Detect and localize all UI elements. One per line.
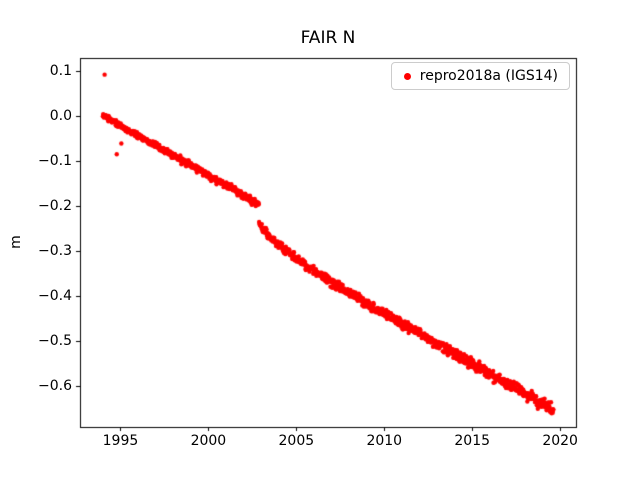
y-tick-label: 0.0 <box>49 107 72 124</box>
x-tick-label: 2000 <box>190 433 227 449</box>
y-tick-label: −0.1 <box>38 152 72 169</box>
y-tick-label: −0.2 <box>38 197 72 214</box>
y-tick-label: −0.5 <box>38 332 72 349</box>
x-tick-label: 2020 <box>542 433 578 449</box>
x-tick-label: 2010 <box>366 433 403 449</box>
x-tick-label: 1995 <box>102 433 139 449</box>
y-tick-label: −0.3 <box>38 242 72 259</box>
legend-marker-dot-icon <box>403 72 411 80</box>
y-tick-label: 0.1 <box>49 62 72 79</box>
x-tick-label: 2015 <box>454 433 491 449</box>
y-tick-label: −0.6 <box>38 377 72 394</box>
y-axis-label: m <box>8 235 24 249</box>
y-tick-label: −0.4 <box>38 287 72 304</box>
legend: repro2018a (IGS14) <box>390 62 570 90</box>
chart-title: FAIR N <box>300 28 356 48</box>
x-tick-label: 2005 <box>278 433 315 449</box>
legend-series-label: repro2018a (IGS14) <box>419 68 558 84</box>
